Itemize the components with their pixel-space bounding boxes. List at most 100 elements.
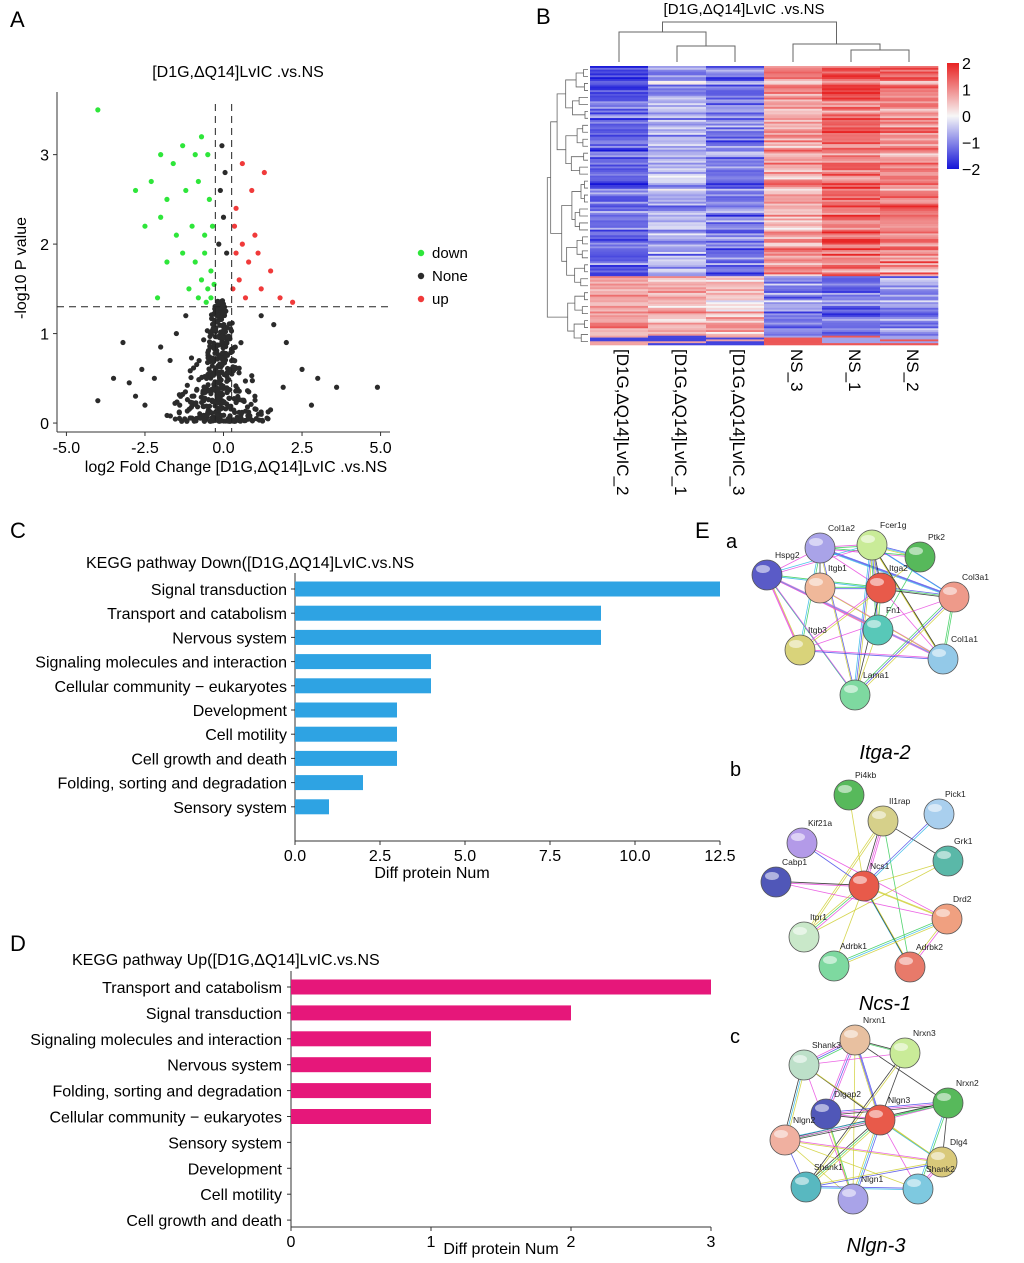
volcano-point-up — [242, 295, 249, 301]
heatmap-cell — [648, 196, 707, 199]
heatmap-cell — [590, 322, 649, 325]
volcano-point-none — [258, 313, 264, 319]
heatmap-cell — [822, 127, 881, 130]
heatmap-cell — [764, 291, 823, 294]
network-label-itga2: Itga-2 — [859, 742, 910, 764]
network-node-label: Ncs1 — [870, 861, 890, 871]
network-edge — [800, 588, 882, 652]
heatmap-cell — [880, 183, 939, 186]
volcano-point-down — [195, 178, 201, 185]
bar — [295, 629, 601, 645]
heatmap-cell — [648, 278, 707, 281]
heatmap-cell — [822, 268, 881, 271]
heatmap-cell — [880, 142, 939, 145]
heatmap-cell — [822, 272, 881, 275]
heatmap-cell — [764, 322, 823, 325]
heatmap-cell — [764, 181, 823, 184]
volcano-point-up — [290, 299, 296, 305]
network-label-ncs1: Ncs-1 — [859, 993, 911, 1015]
heatmap-cell — [764, 328, 823, 331]
heatmap-cell — [764, 216, 823, 219]
heatmap-cell — [590, 118, 649, 121]
heatmap-cell — [880, 270, 939, 273]
kegg-up-title: KEGG pathway Up([D1G,ΔQ14]LvIC.vs.NS — [72, 952, 380, 969]
heatmap-cell — [764, 268, 823, 271]
bar-category-label: Signaling molecules and interaction — [30, 1032, 282, 1049]
volcano-point-none — [173, 330, 179, 337]
network-ncs1: Pi4kb Il1rap Pick1 Kif21a Grk1 Cabp1 Ncs1 Drd2 I… — [760, 770, 973, 983]
heatmap-cell — [706, 279, 765, 283]
heatmap-cell — [880, 199, 939, 203]
heatmap-cell — [822, 173, 881, 177]
network-node-highlight — [842, 1189, 856, 1197]
heatmap-cell — [648, 216, 707, 219]
heatmap-cell — [822, 144, 881, 147]
heatmap-cell — [648, 225, 707, 229]
heatmap-cell — [706, 160, 765, 164]
volcano-point-none — [242, 378, 249, 384]
heatmap-cell — [590, 244, 649, 247]
network-edge — [799, 648, 943, 659]
network-node-label: Grk1 — [954, 836, 973, 846]
heatmap-cell — [590, 305, 649, 309]
heatmap-cell — [648, 318, 707, 322]
heatmap-cell — [706, 209, 765, 212]
volcano-point-none — [219, 392, 226, 398]
volcano-point-none — [212, 317, 218, 323]
heatmap-cell — [764, 175, 823, 178]
network-node-highlight — [909, 547, 923, 555]
heatmap-cell — [822, 324, 881, 327]
network-edge — [882, 820, 911, 968]
heatmap-cell — [706, 69, 765, 72]
network-node-label: Nlgn3 — [888, 1095, 910, 1105]
heatmap-cell — [648, 142, 707, 145]
network-edge — [803, 1064, 854, 1200]
heatmap-cell — [706, 211, 765, 214]
network-node-highlight — [774, 1130, 788, 1138]
heatmap-cell — [590, 259, 649, 262]
network-edge — [873, 546, 945, 661]
heatmap-cell — [880, 307, 939, 310]
heatmap-row-dendrogram-link — [573, 323, 585, 339]
bar — [291, 979, 711, 995]
heatmap-cell — [706, 82, 765, 85]
heatmap-cell — [880, 127, 939, 130]
heatmap-cell — [880, 110, 939, 113]
network-node-highlight — [793, 927, 807, 935]
volcano-point-none — [333, 384, 340, 390]
volcano-x-tick-label: 5.0 — [369, 440, 391, 457]
heatmap-cell — [880, 333, 939, 336]
heatmap-cell — [764, 97, 823, 100]
heatmap-cell — [880, 136, 939, 139]
volcano-point-none — [188, 404, 195, 410]
bar-x-tick-label: 3 — [707, 1234, 716, 1251]
heatmap-cell — [590, 114, 649, 117]
heatmap-cell — [590, 227, 649, 230]
volcano-point-up — [268, 268, 274, 274]
heatmap-cell — [648, 317, 707, 320]
volcano-point-down — [173, 232, 179, 238]
heatmap-cell — [590, 309, 649, 312]
network-node-label: Ptk2 — [928, 532, 945, 542]
volcano-point-down — [170, 160, 176, 167]
heatmap-cell — [648, 211, 707, 214]
heatmap-cell — [648, 125, 707, 128]
heatmap-cell — [764, 168, 823, 171]
volcano-point-none — [193, 400, 199, 406]
heatmap-cell — [822, 244, 881, 247]
heatmap-cell — [706, 84, 765, 87]
heatmap-cell — [648, 305, 707, 309]
volcano-point-none — [218, 316, 225, 322]
heatmap-cell — [648, 339, 707, 342]
heatmap-cell — [764, 66, 823, 69]
volcano-point-none — [201, 337, 207, 343]
heatmap-cell — [648, 294, 707, 297]
heatmap-cell — [764, 90, 823, 93]
heatmap-cell — [880, 276, 939, 279]
heatmap-cell — [648, 181, 707, 184]
heatmap-cell — [764, 272, 823, 275]
bar — [295, 581, 720, 597]
heatmap-cell — [590, 255, 649, 258]
heatmap-cell — [706, 313, 765, 316]
volcano-point-none — [221, 399, 227, 405]
